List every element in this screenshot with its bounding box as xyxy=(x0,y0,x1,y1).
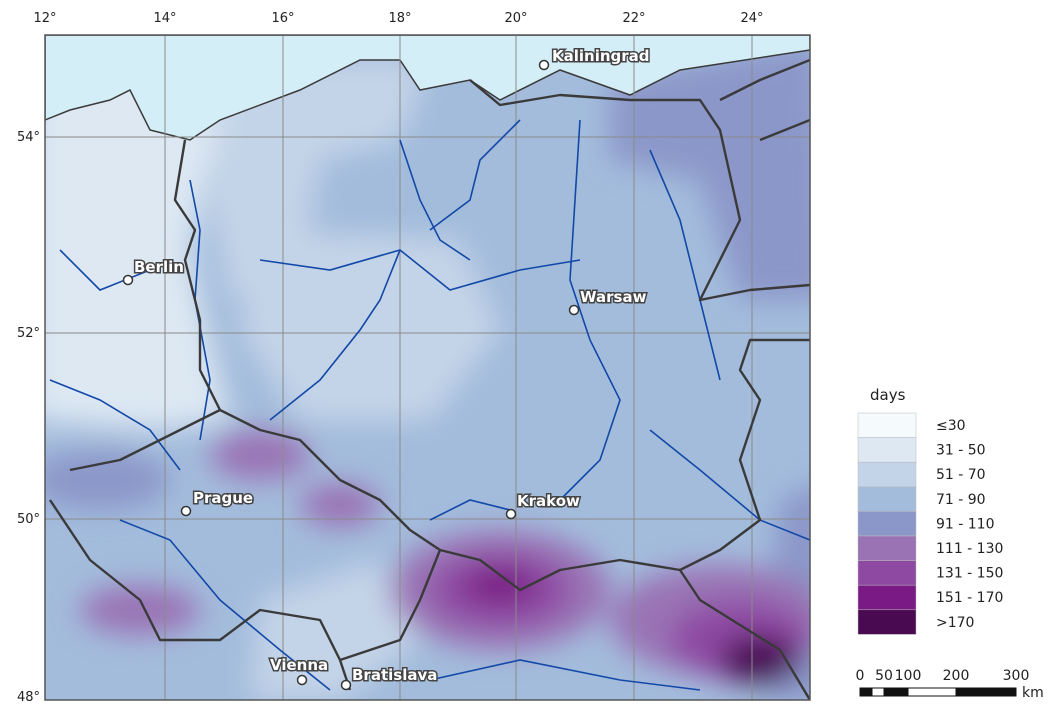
longitude-label: 20° xyxy=(504,11,527,26)
legend-label: 51 - 70 xyxy=(936,467,986,483)
borders xyxy=(49,58,810,700)
legend-label: >170 xyxy=(936,615,974,631)
longitude-label: 14° xyxy=(153,11,176,26)
legend-swatch xyxy=(857,486,917,512)
city-label: Krakow xyxy=(517,492,580,510)
legend-label: 151 - 170 xyxy=(936,590,1003,606)
city-label: Kaliningrad xyxy=(552,47,650,65)
zones xyxy=(45,35,810,700)
legend-swatch xyxy=(857,511,917,537)
city-label: Warsaw xyxy=(580,288,647,306)
legend-swatch xyxy=(857,461,917,488)
city-marker xyxy=(122,274,134,286)
rivers xyxy=(49,119,810,691)
longitude-label: 12° xyxy=(33,11,56,26)
scale-segment xyxy=(859,687,873,697)
scale-segment xyxy=(883,687,909,697)
longitude-label: 16° xyxy=(271,11,294,26)
legend-swatch xyxy=(857,584,917,611)
city-marker xyxy=(340,679,352,691)
city-label: Bratislava xyxy=(352,666,437,684)
legend-label: 111 - 130 xyxy=(936,541,1003,557)
grid xyxy=(45,35,810,700)
legend-label: ≤30 xyxy=(936,418,966,434)
map-area xyxy=(45,35,810,700)
scale-label: 300 xyxy=(1003,668,1030,684)
city-marker xyxy=(296,674,308,686)
legend-label: 71 - 90 xyxy=(936,492,986,508)
scale-unit: km xyxy=(1022,685,1044,701)
scale-segment xyxy=(907,687,957,697)
scale-segment xyxy=(871,687,885,697)
legend-swatch xyxy=(857,535,917,561)
sea xyxy=(45,35,810,141)
latitude-label: 48° xyxy=(17,690,40,705)
city-marker xyxy=(180,505,192,517)
legend-swatch xyxy=(857,437,917,463)
legend-swatch xyxy=(857,560,917,586)
map-frame xyxy=(44,34,811,701)
longitude-label: 24° xyxy=(740,11,763,26)
scale-label: 0 xyxy=(856,668,865,684)
city-marker xyxy=(505,508,517,520)
legend-title: days xyxy=(870,386,906,404)
legend-swatch xyxy=(857,412,917,438)
city-marker xyxy=(568,304,580,316)
scale-label: 100 xyxy=(895,668,922,684)
legend-label: 131 - 150 xyxy=(936,566,1003,582)
city-label: Vienna xyxy=(270,656,328,674)
latitude-label: 52° xyxy=(17,326,40,341)
city-label: Berlin xyxy=(134,258,184,276)
latitude-label: 54° xyxy=(17,130,40,145)
scale-label: 200 xyxy=(943,668,970,684)
legend-label: 91 - 110 xyxy=(936,516,995,532)
longitude-label: 22° xyxy=(622,11,645,26)
longitude-label: 18° xyxy=(388,11,411,26)
scale-segment xyxy=(955,687,1017,697)
latitude-label: 50° xyxy=(17,512,40,527)
legend-swatch xyxy=(857,609,917,635)
scale-label: 50 xyxy=(875,668,893,684)
city-marker xyxy=(538,59,550,71)
legend-label: 31 - 50 xyxy=(936,443,986,459)
city-label: Prague xyxy=(193,489,253,507)
